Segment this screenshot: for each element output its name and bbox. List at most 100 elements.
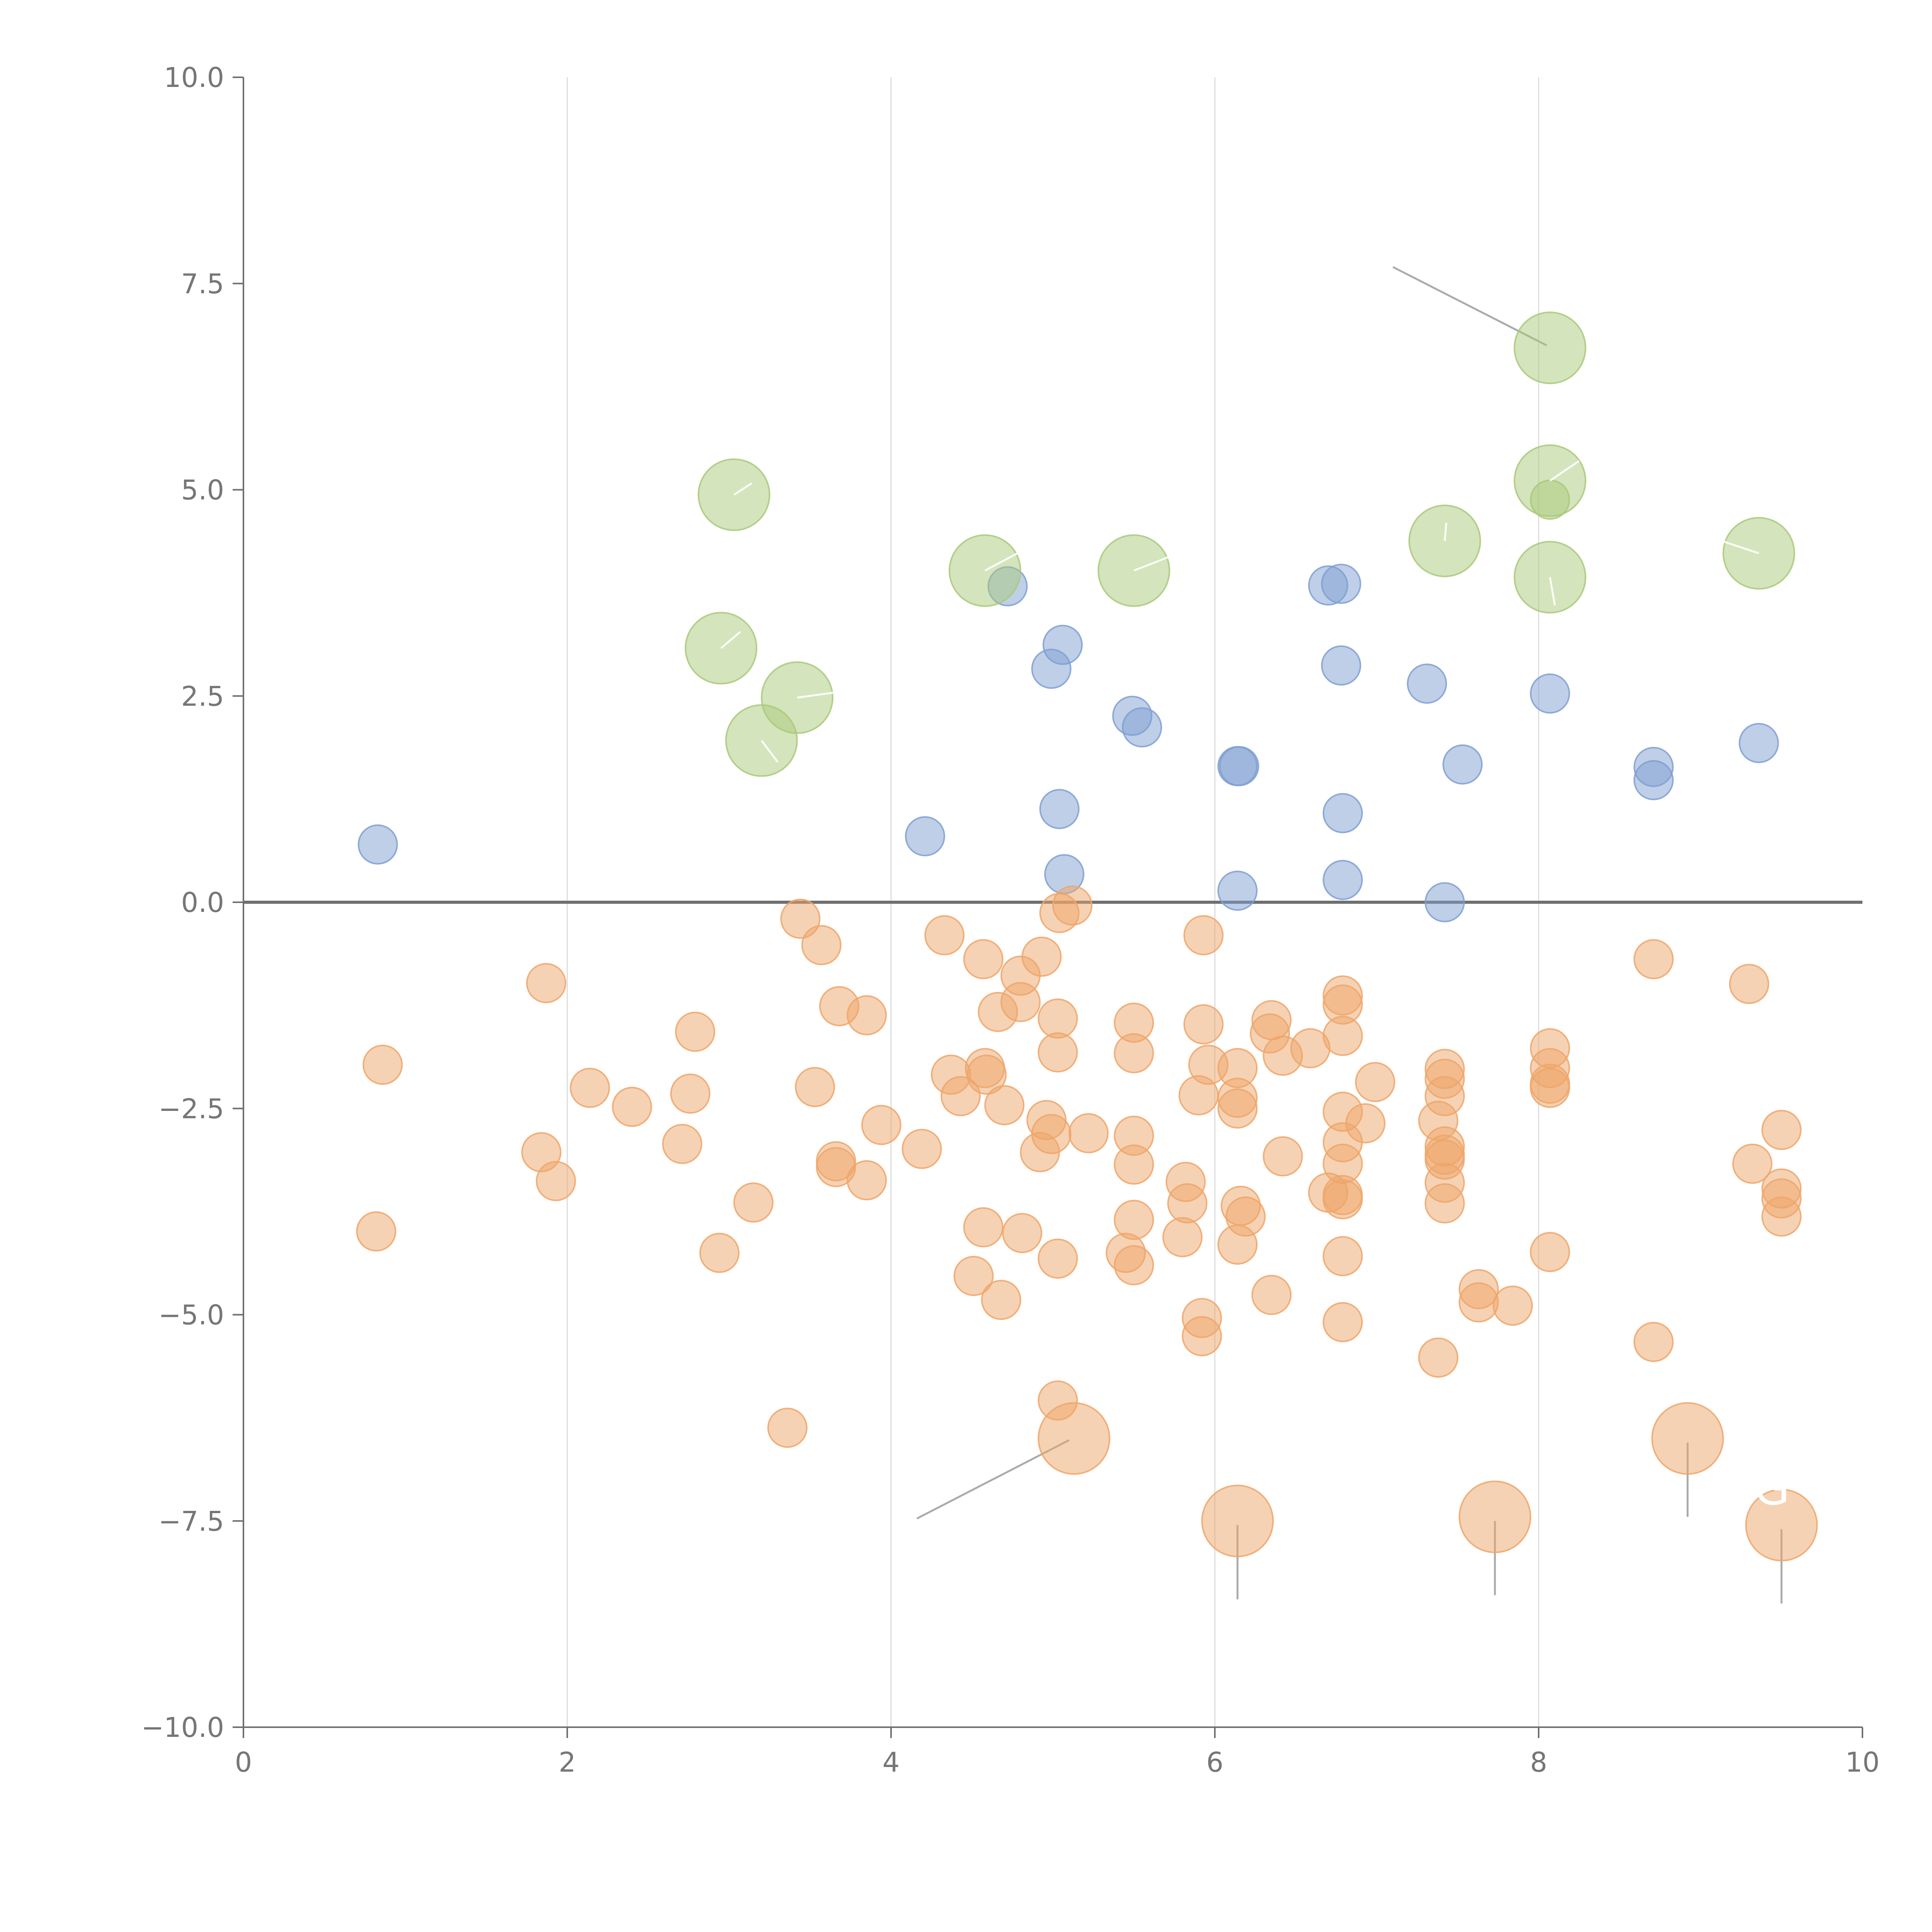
scatter-point-orange [1323, 1236, 1363, 1276]
scatter-point-orange [1251, 1275, 1292, 1315]
scatter-point-orange [1020, 1132, 1060, 1172]
y-tick-label: 5.0 [181, 474, 224, 506]
scatter-point-orange [1729, 964, 1769, 1004]
points-layer [356, 311, 1818, 1561]
scatter-point-orange [966, 1054, 1007, 1095]
scatter-point-orange [1167, 1183, 1208, 1224]
scatter-point-orange [924, 915, 965, 956]
scatter-point-orange [767, 1407, 808, 1448]
scatter-point-orange [1492, 1286, 1533, 1326]
scatter-point-orange [1114, 1199, 1154, 1240]
scatter-point-orange [1633, 939, 1674, 980]
scatter-point-blue [1442, 744, 1483, 785]
annotation-tick-line [1716, 538, 1759, 554]
annotation-tick-line [720, 631, 741, 649]
scatter-point-blue [1738, 723, 1779, 763]
scatter-point-orange [795, 1067, 835, 1107]
x-tick-label: 6 [1206, 1747, 1224, 1778]
scatter-point-orange [733, 1182, 774, 1223]
scatter-point-orange [1530, 1068, 1570, 1108]
y-tick-label: −2.5 [158, 1093, 224, 1125]
scatter-point-blue [1323, 860, 1363, 900]
annotation-tick-line [1549, 460, 1580, 482]
scatter-point-orange [1162, 1217, 1203, 1257]
y-tick-label: 7.5 [181, 268, 224, 300]
scatter-point-orange [356, 1211, 396, 1252]
annotation-tick-line [1133, 551, 1183, 572]
y-tick-label: 10.0 [164, 62, 224, 94]
scatter-point-orange [570, 1068, 610, 1108]
scatter-point-orange [662, 1124, 702, 1164]
label-layer: GG [720, 460, 1790, 1516]
scatter-point-orange [981, 1280, 1021, 1320]
scatter-point-orange [1323, 1179, 1363, 1219]
scatter-point-orange [1761, 1196, 1802, 1237]
scatter-point-green [1514, 311, 1587, 384]
scatter-point-orange [1114, 1033, 1154, 1073]
scatter-point-orange [670, 1073, 711, 1114]
x-tick-label: 0 [235, 1747, 252, 1778]
scatter-point-blue [1321, 563, 1361, 604]
annotation-tick-line [760, 740, 779, 763]
y-tick-label: −5.0 [158, 1299, 224, 1331]
scatter-point-orange [1000, 982, 1041, 1022]
scatter-point-orange [1179, 1075, 1219, 1116]
scatter-point-orange [963, 1207, 1003, 1248]
scatter-point-orange [847, 1160, 887, 1201]
annotation-tick-line [797, 691, 840, 699]
scatter-point-orange [953, 1256, 994, 1296]
scatter-point-orange [1732, 1143, 1773, 1184]
scatter-point-orange [1037, 1238, 1078, 1279]
scatter-point-orange [1530, 1232, 1570, 1272]
scatter-point-orange [1217, 1088, 1258, 1129]
x-tick-label: 2 [559, 1747, 576, 1778]
scatter-point-orange [362, 1044, 403, 1085]
annotation-tick-line [1444, 522, 1447, 541]
scatter-point-orange [1424, 1183, 1465, 1224]
scatter-point-orange [526, 963, 566, 1003]
axis-layer: 0 2 4 6 8 10 10.0 7.5 5.0 2.5 0.0 −2.5 −5.0 −7.5 −10.0 [141, 62, 1879, 1778]
scatter-point-orange [1037, 998, 1078, 1039]
scatter-point-orange [1183, 1004, 1224, 1044]
scatter-point-blue [1406, 663, 1447, 704]
scatter-point-orange [1021, 936, 1062, 977]
scatter-point-blue [1424, 882, 1465, 922]
x-tick-label: 10 [1845, 1747, 1879, 1778]
scatter-point-orange [1182, 1316, 1222, 1357]
scatter-point-orange [1761, 1110, 1802, 1150]
scatter-point-blue [1043, 624, 1083, 665]
scatter-point-orange [1002, 1213, 1043, 1253]
scatter-point-orange [847, 995, 887, 1036]
scatter-point-orange [1183, 915, 1224, 956]
scatter-point-orange [1114, 1144, 1154, 1185]
y-tick-label: −7.5 [158, 1505, 224, 1537]
scatter-point-orange [1633, 1321, 1674, 1362]
scatter-point-blue [1323, 793, 1363, 833]
scatter-point-orange [1323, 1302, 1363, 1342]
scatter-point-blue [1039, 789, 1080, 829]
scatter-point-blue [905, 816, 945, 857]
scatter-point-orange [901, 1129, 942, 1169]
scatter-point-orange [699, 1233, 740, 1273]
scatter-point-orange-large [1201, 1485, 1274, 1558]
scatter-point-orange [1052, 885, 1093, 926]
scatter-point-orange [675, 1012, 716, 1052]
scatter-point-orange [984, 1085, 1025, 1126]
scatter-point-orange [1458, 1282, 1499, 1323]
y-tick-label: 0.0 [181, 887, 224, 918]
annotation-tick-line [733, 482, 753, 496]
scatter-point-blue [1321, 645, 1361, 686]
scatter-point-blue [1122, 707, 1162, 748]
scatter-point-orange [1345, 1103, 1386, 1144]
x-tick-label: 4 [883, 1747, 900, 1778]
scatter-point-orange-large [1037, 1402, 1111, 1475]
x-tick-label: 8 [1530, 1747, 1548, 1778]
scatter-point-orange [1068, 1113, 1109, 1153]
scatter-point-blue [1633, 760, 1674, 801]
scatter-point-orange [1355, 1062, 1395, 1102]
scatter-point-orange [780, 898, 821, 939]
scatter-point-orange [612, 1087, 652, 1127]
annotation-tick-line [984, 551, 1021, 571]
scatter-point-orange [1418, 1337, 1459, 1378]
scatter-point-orange-large [1745, 1488, 1818, 1561]
